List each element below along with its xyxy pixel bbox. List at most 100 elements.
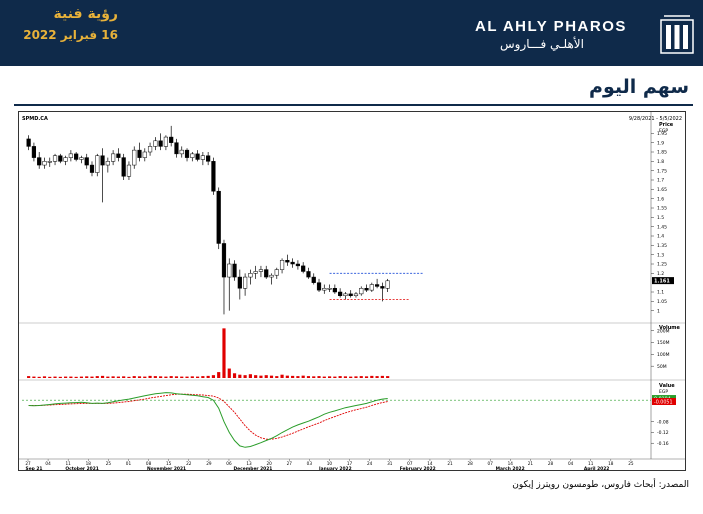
candle xyxy=(227,263,232,278)
last-price-label: 1.161 xyxy=(654,278,670,284)
volume-bar xyxy=(248,374,252,378)
volume-bar xyxy=(386,376,390,378)
x-tick-label: 04 xyxy=(568,461,574,466)
candle xyxy=(126,164,132,177)
x-month-label: Sep 21 xyxy=(26,466,43,470)
volume-bar xyxy=(42,376,47,378)
x-tick-label: 06 xyxy=(226,461,232,466)
volume-bar xyxy=(159,376,163,378)
x-tick-label: 29 xyxy=(206,461,212,466)
volume-bar xyxy=(254,375,258,378)
volume-bar xyxy=(327,376,332,378)
price-tick-label: 1.6 xyxy=(657,196,664,202)
x-tick-label: 08 xyxy=(146,461,152,466)
candle xyxy=(364,288,369,291)
candle xyxy=(195,153,200,160)
volume-bar xyxy=(349,376,353,378)
candle xyxy=(359,288,364,295)
volume-bar xyxy=(275,376,279,378)
price-tick-label: 1.65 xyxy=(657,187,667,193)
candle xyxy=(369,284,374,291)
brand-name-ar: الأهلـي فـــاروس xyxy=(500,37,584,51)
candle xyxy=(95,155,100,173)
candle xyxy=(84,157,89,166)
volume-bar xyxy=(222,328,226,378)
candle xyxy=(374,284,380,287)
candle xyxy=(47,161,52,163)
volume-bar xyxy=(306,376,311,378)
volume-bar xyxy=(333,376,337,378)
x-tick-label: 27 xyxy=(25,461,31,466)
chart-ticker: SPMD.CA xyxy=(22,116,48,122)
volume-bar xyxy=(85,376,89,378)
header-bar: رؤية فنية 16 فبراير 2022 AL AHLY PHAROS … xyxy=(0,0,703,66)
volume-bar xyxy=(264,375,268,378)
candle xyxy=(200,155,205,160)
volume-bar xyxy=(380,375,384,378)
x-month-label: October 2021 xyxy=(65,466,99,470)
price-tick-label: 1.9 xyxy=(657,140,664,146)
volume-bar xyxy=(27,376,31,378)
volume-bar xyxy=(359,376,363,378)
volume-bar xyxy=(232,373,237,378)
x-tick-label: 24 xyxy=(367,461,373,466)
volume-bar xyxy=(375,376,379,378)
volume-tick-label: 50M xyxy=(657,364,667,370)
section-title: سهم اليوم xyxy=(589,76,689,98)
indicator-tick-label: -0.12 xyxy=(657,430,669,436)
price-tick-label: 1.7 xyxy=(657,178,664,184)
x-tick-label: 25 xyxy=(628,461,634,466)
candle xyxy=(206,155,211,162)
candle xyxy=(79,157,84,160)
volume-bar xyxy=(291,375,295,378)
volume-bar xyxy=(169,376,173,378)
brand-name-en: AL AHLY PHAROS xyxy=(475,18,627,35)
x-tick-label: 25 xyxy=(106,461,112,466)
candle xyxy=(211,161,216,192)
candle xyxy=(216,190,221,244)
price-axis-title: Price xyxy=(659,122,674,128)
volume-bar xyxy=(48,376,52,378)
x-tick-label: 10 xyxy=(327,461,333,466)
x-tick-label: 15 xyxy=(166,461,172,466)
candle xyxy=(316,282,322,291)
candle xyxy=(332,288,337,293)
volume-bar xyxy=(280,374,284,378)
candle xyxy=(269,274,274,278)
candle xyxy=(253,271,258,274)
volume-bar xyxy=(301,375,305,378)
divider xyxy=(14,104,693,106)
volume-bar xyxy=(37,376,41,378)
volume-axis-title: Volume xyxy=(659,325,681,331)
candle xyxy=(158,140,163,147)
volume-bar xyxy=(58,376,62,378)
candle xyxy=(285,260,290,263)
signal-value-label: -0.0051 xyxy=(654,399,673,405)
candle xyxy=(290,261,295,265)
x-tick-label: 07 xyxy=(488,461,494,466)
volume-bar xyxy=(201,376,205,378)
candle xyxy=(221,243,227,278)
volume-bar xyxy=(127,376,131,378)
x-tick-label: 11 xyxy=(66,461,72,466)
price-tick-label: 1.25 xyxy=(657,262,667,268)
indicator-tick-label: -0.16 xyxy=(657,441,669,447)
price-tick-label: 1.95 xyxy=(657,131,667,137)
candle xyxy=(258,269,264,272)
volume-bar xyxy=(317,376,321,378)
volume-bar xyxy=(111,376,115,378)
candle xyxy=(248,273,253,278)
volume-bar xyxy=(74,376,78,378)
macd-line xyxy=(28,392,388,448)
volume-bar xyxy=(53,376,57,378)
candle xyxy=(301,265,306,272)
volume-bar xyxy=(196,376,200,378)
volume-bar xyxy=(211,375,216,378)
source-note: المصدر: أبحاث فاروس، طومسون رويترز إيكون xyxy=(512,480,689,490)
volume-bar xyxy=(132,376,136,378)
x-tick-label: 17 xyxy=(347,461,353,466)
volume-bar xyxy=(227,368,231,378)
candle xyxy=(58,155,63,162)
candle xyxy=(37,157,42,166)
x-tick-label: 13 xyxy=(246,461,252,466)
